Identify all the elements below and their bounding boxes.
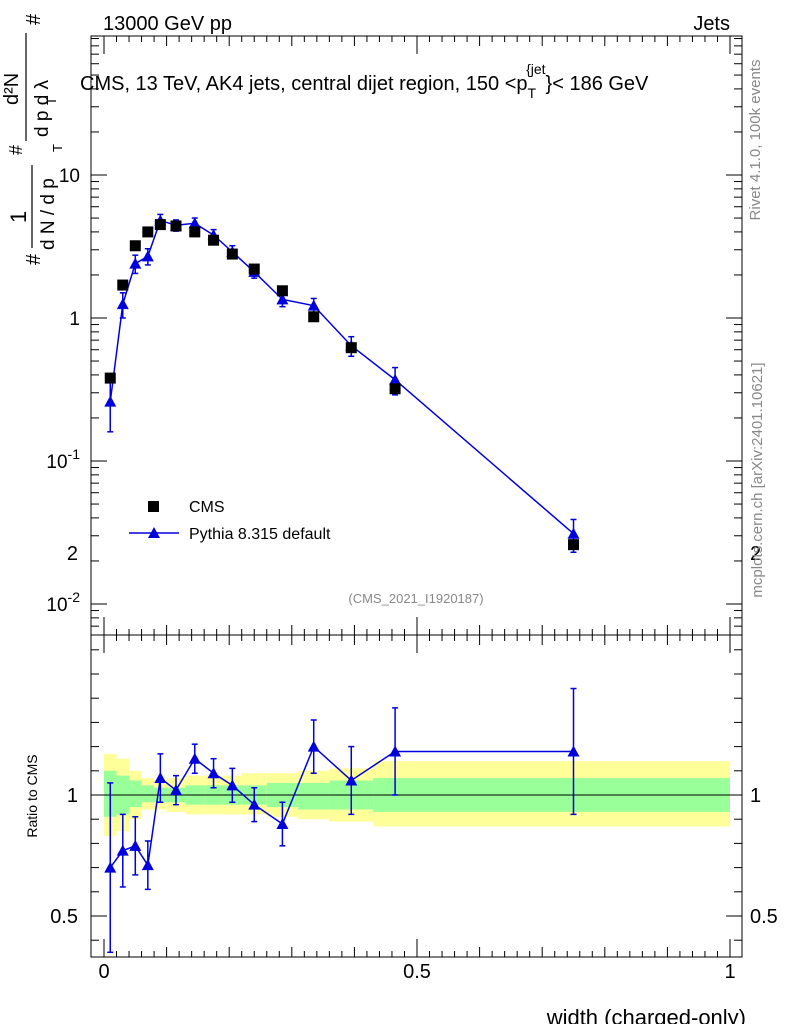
pythia-point bbox=[307, 299, 320, 311]
ratio-y-axis-label: Ratio to CMS bbox=[24, 754, 40, 837]
ratio-tick-label: 0.5 bbox=[50, 906, 78, 928]
ylabel-sub2: T bbox=[44, 97, 59, 105]
header-left: 13000 GeV pp bbox=[103, 13, 232, 35]
legend-cms-marker bbox=[148, 501, 159, 512]
pythia-point bbox=[567, 527, 580, 539]
pythia-point bbox=[389, 373, 402, 385]
band-inner-bin bbox=[129, 780, 142, 808]
cms-point bbox=[129, 240, 141, 252]
ratio-tick-label-right: 2 bbox=[750, 543, 761, 565]
pythia-ratio-point bbox=[307, 740, 320, 752]
pythia-ratio-series bbox=[104, 687, 580, 954]
mcplots-side-label: mcplots.cern.ch [arXiv:2401.10621] bbox=[749, 362, 766, 597]
cms-point bbox=[208, 234, 220, 246]
pythia-ratio-point bbox=[226, 779, 239, 791]
ylabel-hash2: # bbox=[6, 145, 26, 155]
rivet-side-label: Rivet 4.1.0, 100k events bbox=[747, 60, 764, 221]
y-tick-label: 10-2 bbox=[46, 589, 80, 616]
y-tick-label: 1 bbox=[69, 309, 80, 330]
x-tick-label: 0.5 bbox=[403, 961, 431, 983]
pythia-point bbox=[188, 217, 201, 229]
pythia-point bbox=[116, 298, 129, 310]
ratio-tick-label-right: 1 bbox=[750, 785, 761, 807]
pythia-point bbox=[129, 257, 142, 269]
ylabel-one: 1 bbox=[6, 211, 31, 223]
cms-point bbox=[226, 248, 238, 260]
cms-point bbox=[308, 311, 320, 323]
title-main: CMS, 13 TeV, AK4 jets, central dijet reg… bbox=[80, 73, 528, 95]
ylabel-hash3: # bbox=[23, 13, 45, 25]
ylabel-den2: d p d λ bbox=[32, 79, 53, 137]
title-sub: T bbox=[528, 85, 537, 101]
cms-point bbox=[189, 226, 201, 238]
ylabel-hash: # bbox=[23, 253, 45, 265]
legend-pythia-label: Pythia 8.315 default bbox=[189, 526, 331, 543]
title-tail: }< 186 GeV bbox=[546, 73, 650, 95]
ylabel-sub: T bbox=[50, 144, 65, 152]
header-right: Jets bbox=[693, 13, 730, 35]
pythia-ratio-point bbox=[129, 839, 142, 851]
pythia-ratio-point bbox=[276, 818, 289, 830]
pythia-ratio-point bbox=[104, 861, 117, 873]
pythia-point bbox=[141, 250, 154, 262]
pythia-ratio-point bbox=[389, 745, 402, 757]
x-tick-label: 0 bbox=[98, 961, 109, 983]
cms-point bbox=[276, 285, 288, 297]
cms-point bbox=[568, 539, 579, 551]
cms-point bbox=[389, 383, 401, 395]
x-axis-label: width (charged-only) bbox=[546, 1005, 746, 1024]
chart-title: CMS, 13 TeV, AK4 jets, central dijet reg… bbox=[80, 61, 649, 101]
pythia-ratio-point bbox=[169, 784, 182, 796]
cms-point bbox=[117, 279, 129, 291]
pythia-line bbox=[109, 219, 574, 535]
cms-point bbox=[154, 219, 166, 231]
legend-pythia-marker bbox=[148, 527, 160, 538]
cms-point bbox=[248, 263, 260, 275]
pythia-ratio-point bbox=[567, 745, 580, 757]
y-tick-label: 10 bbox=[59, 166, 80, 187]
title-sup: {jet bbox=[526, 61, 546, 77]
ylabel-denom: d N / d p bbox=[38, 178, 59, 250]
ratio-tick-label-right: 0.5 bbox=[750, 906, 778, 928]
axis-tick-labels: 0 0.5 1 10-2 10-1 1 10 0.5 0.5 1 1 2 2 bbox=[46, 166, 777, 983]
pythia-point bbox=[104, 395, 117, 407]
pythia-ratio-point bbox=[116, 844, 129, 856]
cms-main-series bbox=[104, 219, 579, 551]
x-tick-label: 1 bbox=[724, 961, 735, 983]
pythia-ratio-point bbox=[141, 859, 154, 871]
y-axis-label: # 1 d N / d p T # d²N d p d λ T # bbox=[1, 13, 65, 265]
legend-cms-label: CMS bbox=[189, 499, 225, 516]
pythia-ratio-point bbox=[207, 767, 220, 779]
pythia-main-series bbox=[104, 213, 580, 554]
band-inner-bin bbox=[298, 782, 330, 810]
band-inner-bin bbox=[141, 785, 155, 803]
pythia-point bbox=[276, 293, 289, 305]
pythia-ratio-point bbox=[188, 752, 201, 764]
axis-ticks bbox=[91, 36, 742, 957]
y-tick-label: 10-1 bbox=[46, 446, 80, 473]
pythia-ratio-point bbox=[345, 774, 358, 786]
main-plot-frame bbox=[90, 35, 743, 636]
cms-point bbox=[345, 342, 357, 354]
pythia-ratio-point bbox=[154, 772, 167, 784]
pythia-ratio-point bbox=[248, 798, 261, 810]
analysis-watermark: (CMS_2021_I1920187) bbox=[348, 591, 483, 606]
ratio-tick-label: 2 bbox=[67, 543, 78, 565]
ratio-tick-label: 1 bbox=[67, 785, 78, 807]
ylabel-num: d²N bbox=[1, 73, 23, 105]
cms-point bbox=[142, 226, 154, 238]
cms-point bbox=[170, 220, 182, 232]
cms-point bbox=[104, 372, 116, 384]
